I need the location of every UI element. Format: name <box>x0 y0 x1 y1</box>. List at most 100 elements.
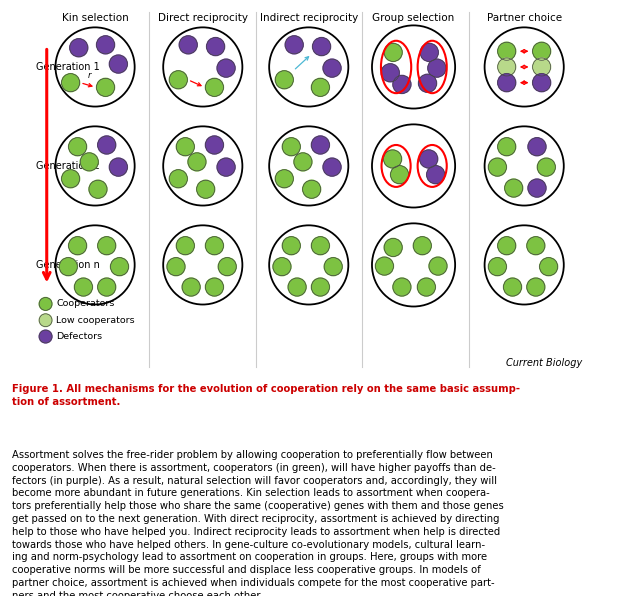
Circle shape <box>384 44 402 61</box>
Circle shape <box>167 257 185 276</box>
Circle shape <box>275 71 293 89</box>
Circle shape <box>488 158 507 176</box>
Circle shape <box>206 237 224 254</box>
Circle shape <box>182 278 200 296</box>
Circle shape <box>311 237 329 254</box>
Circle shape <box>504 278 522 296</box>
Text: Assortment solves the free-rider problem by allowing cooperation to preferential: Assortment solves the free-rider problem… <box>12 450 504 596</box>
Circle shape <box>488 257 507 276</box>
Circle shape <box>384 150 402 168</box>
Text: Figure 1. All mechanisms for the evolution of cooperation rely on the same basic: Figure 1. All mechanisms for the evoluti… <box>12 384 520 407</box>
Circle shape <box>217 59 235 77</box>
Circle shape <box>497 237 516 254</box>
Text: Indirect reciprocity: Indirect reciprocity <box>260 13 358 23</box>
Circle shape <box>311 136 329 154</box>
Circle shape <box>312 38 330 55</box>
Circle shape <box>413 237 432 254</box>
Circle shape <box>176 237 194 254</box>
Circle shape <box>61 170 79 188</box>
Text: Group selection: Group selection <box>373 13 455 23</box>
Circle shape <box>170 170 188 188</box>
Circle shape <box>206 278 224 296</box>
Text: Low cooperators: Low cooperators <box>56 316 135 325</box>
Circle shape <box>533 42 551 60</box>
Circle shape <box>420 44 438 61</box>
Circle shape <box>381 64 399 82</box>
Circle shape <box>59 257 77 276</box>
Text: Defectors: Defectors <box>56 332 102 341</box>
Circle shape <box>39 330 52 343</box>
Circle shape <box>497 138 516 156</box>
Circle shape <box>273 257 291 276</box>
Circle shape <box>197 180 215 198</box>
Circle shape <box>497 74 516 92</box>
Circle shape <box>497 42 516 60</box>
Circle shape <box>109 158 127 176</box>
Circle shape <box>427 166 445 184</box>
Circle shape <box>294 153 312 171</box>
Circle shape <box>419 74 437 92</box>
Circle shape <box>109 55 127 73</box>
Text: Generation 2: Generation 2 <box>36 161 100 171</box>
Circle shape <box>70 39 88 57</box>
Text: Cooperators: Cooperators <box>56 299 114 309</box>
Circle shape <box>376 257 394 275</box>
Circle shape <box>217 158 235 176</box>
Circle shape <box>393 76 411 94</box>
Circle shape <box>96 78 114 97</box>
Circle shape <box>302 180 320 198</box>
Circle shape <box>285 36 303 54</box>
Circle shape <box>68 138 86 156</box>
Circle shape <box>206 136 224 154</box>
Text: Generation 1: Generation 1 <box>36 62 100 72</box>
Circle shape <box>206 78 224 97</box>
Circle shape <box>89 180 107 198</box>
Circle shape <box>393 278 411 296</box>
Text: Generation n: Generation n <box>36 260 100 270</box>
Circle shape <box>533 74 551 92</box>
Circle shape <box>80 153 98 171</box>
Circle shape <box>528 179 546 197</box>
Circle shape <box>528 138 546 156</box>
Circle shape <box>207 38 225 55</box>
Circle shape <box>283 138 301 156</box>
Circle shape <box>39 314 52 327</box>
Circle shape <box>275 170 293 188</box>
Text: Kin selection: Kin selection <box>61 13 129 23</box>
Circle shape <box>75 278 93 296</box>
Circle shape <box>429 257 447 275</box>
Circle shape <box>61 74 79 92</box>
Circle shape <box>505 179 523 197</box>
Circle shape <box>311 78 329 97</box>
Circle shape <box>97 278 116 296</box>
Circle shape <box>170 71 188 89</box>
Circle shape <box>96 36 114 54</box>
Circle shape <box>497 58 516 76</box>
Circle shape <box>283 237 301 254</box>
Circle shape <box>97 136 116 154</box>
Circle shape <box>323 158 341 176</box>
Circle shape <box>428 59 446 77</box>
Circle shape <box>533 58 551 76</box>
Circle shape <box>527 278 545 296</box>
Text: Direct reciprocity: Direct reciprocity <box>158 13 248 23</box>
Circle shape <box>527 237 545 254</box>
Circle shape <box>391 166 409 184</box>
Text: r: r <box>88 71 91 80</box>
Circle shape <box>384 238 402 256</box>
Circle shape <box>39 297 52 311</box>
Circle shape <box>540 257 558 276</box>
Circle shape <box>97 237 116 254</box>
Circle shape <box>323 59 341 77</box>
Circle shape <box>311 278 329 296</box>
Circle shape <box>324 257 342 276</box>
Text: Partner choice: Partner choice <box>487 13 562 23</box>
Circle shape <box>218 257 236 276</box>
Circle shape <box>420 150 438 168</box>
Circle shape <box>68 237 86 254</box>
Text: Current Biology: Current Biology <box>506 358 582 368</box>
Circle shape <box>288 278 306 296</box>
Circle shape <box>188 153 206 171</box>
Circle shape <box>176 138 194 156</box>
Circle shape <box>111 257 129 276</box>
